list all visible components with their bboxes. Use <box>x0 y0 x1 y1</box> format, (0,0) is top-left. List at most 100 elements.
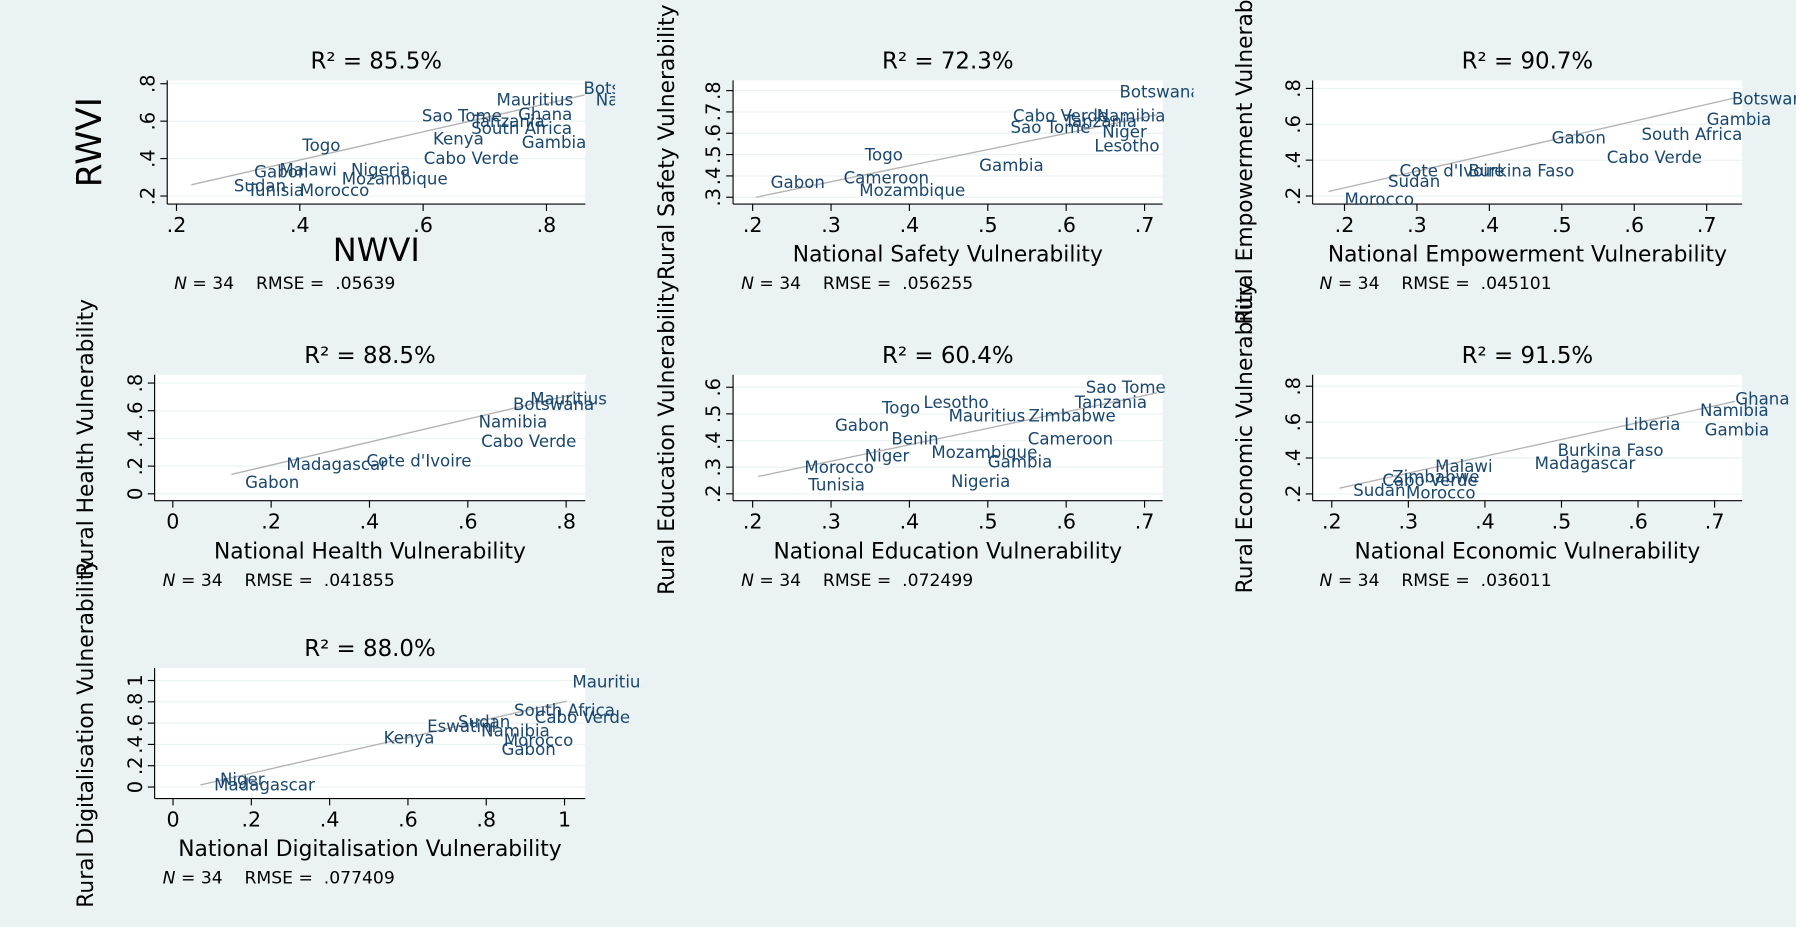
point-label: Mauritius <box>949 407 1026 426</box>
y-axis-title: Rural Economic Vulnerability <box>1233 282 1258 593</box>
y-tick-label: .2 <box>136 187 159 206</box>
point-label: Cabo Verde <box>1013 106 1108 125</box>
y-tick-label: 0 <box>124 488 147 500</box>
x-tick-label: 0 <box>166 807 179 831</box>
point-label: Madagascar <box>214 775 315 794</box>
x-tick-label: .5 <box>978 509 998 533</box>
point-label: Morocco <box>504 731 573 750</box>
x-tick-label: .2 <box>1322 509 1342 533</box>
point-label: Botswana <box>1732 90 1796 109</box>
panel-title: R² = 88.0% <box>304 636 436 662</box>
point-label: Nigeria <box>951 472 1010 491</box>
note-n: N <box>1320 571 1333 591</box>
y-tick-label: .2 <box>124 756 147 775</box>
fit-line <box>755 114 1158 198</box>
y-tick-label: .8 <box>124 374 147 393</box>
point-label: Sudan <box>458 712 510 731</box>
note-n: N <box>163 571 176 591</box>
x-tick-label: .2 <box>241 807 261 831</box>
point-label: Malawi <box>279 160 336 179</box>
plot-region <box>733 374 1163 501</box>
x-tick-label: .2 <box>743 509 763 533</box>
note: = 34 RMSE = .077409 <box>181 869 395 889</box>
y-tick-label: .2 <box>702 485 725 504</box>
y-axis-title: Rural Safety Vulnerability <box>655 4 680 280</box>
point-label: Kenya <box>384 729 435 748</box>
plot-region <box>154 374 586 501</box>
point-label: Niger <box>1102 123 1147 142</box>
x-tick-label: .6 <box>1624 213 1644 237</box>
y-tick-label: .6 <box>1282 115 1305 134</box>
point-label: Morocco <box>804 458 873 477</box>
point-label: Niger <box>220 770 265 789</box>
x-tick-label: .4 <box>900 213 920 237</box>
y-tick-label: .8 <box>136 74 159 93</box>
panel-title: R² = 85.5% <box>310 49 442 75</box>
y-tick-label: .8 <box>124 693 147 712</box>
y-tick-label: 0 <box>124 781 147 793</box>
y-axis-title: Rural Education Vulnerability <box>655 280 680 594</box>
fit-line <box>231 392 579 476</box>
x-axis-title: National Health Vulnerability <box>214 539 526 564</box>
point-label: Ghana <box>518 105 572 124</box>
note: = 34 RMSE = .041855 <box>181 571 395 591</box>
point-label: Gambia <box>1707 110 1772 129</box>
point-label: Cote d'Ivoire <box>1400 162 1505 181</box>
panel-title: R² = 90.7% <box>1462 49 1594 75</box>
panel-title: R² = 60.4% <box>882 343 1014 369</box>
plot-region <box>733 80 1163 205</box>
fit-line <box>1339 400 1736 489</box>
point-label: Mauritius <box>572 672 649 691</box>
y-tick-label: .2 <box>1282 187 1305 206</box>
point-label: Cote d'Ivoire <box>367 451 472 470</box>
point-label: Gambia <box>1705 421 1770 440</box>
x-tick-label: .3 <box>821 509 841 533</box>
plot-region <box>154 667 586 799</box>
point-label: Mozambique <box>859 181 965 200</box>
point-label: Eswatini <box>427 717 496 736</box>
point-label: Gabon <box>245 473 299 492</box>
point-label: Sudan <box>234 176 286 195</box>
x-tick-label: .4 <box>320 807 340 831</box>
point-label: Cabo Verde <box>1382 471 1477 490</box>
point-label: Gambia <box>522 133 587 152</box>
point-label: Tanzania <box>1074 393 1147 412</box>
point-label: Gabon <box>254 163 308 182</box>
point-label: Sudan <box>1388 172 1440 191</box>
point-label: Cabo Verde <box>481 432 576 451</box>
point-label: Burkina Faso <box>1558 441 1664 460</box>
point-label: Sao Tome <box>1011 118 1091 137</box>
point-label: South Africa <box>471 119 572 138</box>
point-label: Sao Tome <box>1086 378 1166 397</box>
y-tick-label: .5 <box>702 405 725 424</box>
x-tick-label: .6 <box>458 509 478 533</box>
point-label: Namibia <box>481 722 550 741</box>
point-label: Zimbabwe <box>1392 467 1479 486</box>
x-axis-title: National Digitalisation Vulnerability <box>178 837 561 862</box>
panel-title: R² = 91.5% <box>1462 343 1594 369</box>
y-axis-title: RWVI <box>70 97 110 187</box>
y-tick-label: .6 <box>136 112 159 131</box>
note-n: N <box>1320 274 1333 294</box>
point-label: Tanzania <box>471 112 544 131</box>
note-n: N <box>163 869 176 889</box>
y-tick-label: .4 <box>1282 151 1305 170</box>
fit-line <box>758 392 1158 478</box>
x-tick-label: .3 <box>1399 509 1419 533</box>
point-label: Togo <box>301 136 340 155</box>
point-label: Namibia <box>1097 106 1166 125</box>
note-n: N <box>741 571 754 591</box>
point-label: Cameroon <box>1028 430 1113 449</box>
point-label: Gabon <box>502 740 556 759</box>
point-label: Lesotho <box>924 393 989 412</box>
x-axis-title: National Safety Vulnerability <box>793 243 1103 268</box>
y-tick-label: .7 <box>702 103 725 122</box>
x-tick-label: .2 <box>167 213 187 237</box>
point-label: Tunisia <box>807 475 865 494</box>
y-tick-label: .6 <box>124 401 147 420</box>
y-tick-label: .8 <box>702 81 725 100</box>
